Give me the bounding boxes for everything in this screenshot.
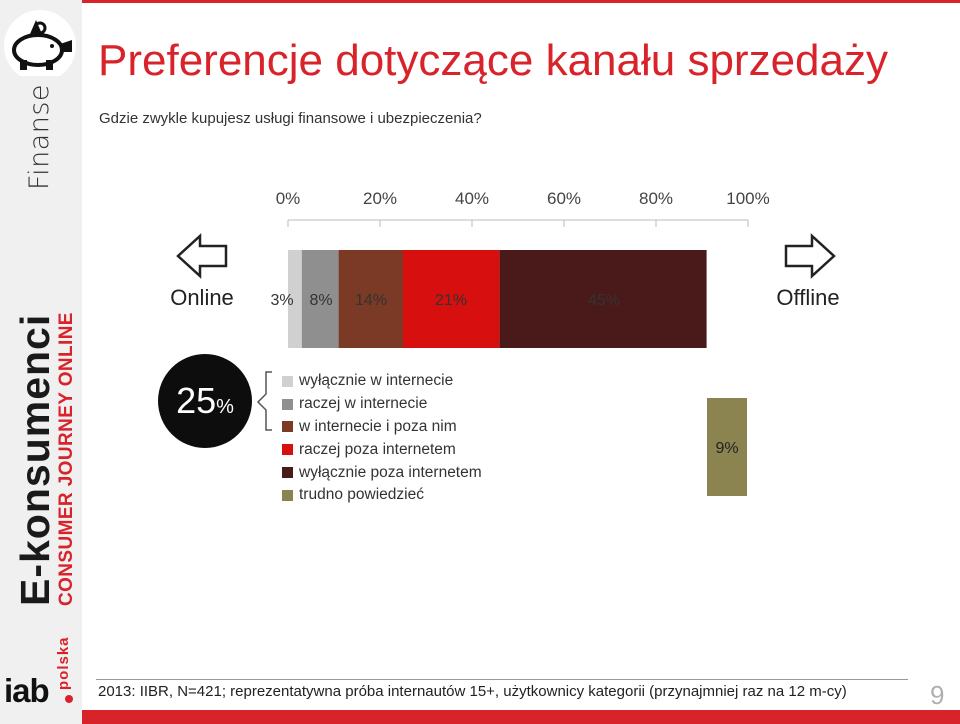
iab-logo-polska: polska	[55, 636, 72, 690]
piggy-bank-icon	[4, 10, 76, 76]
segment-value-label: 8%	[309, 292, 332, 309]
stacked-bar-chart: 0% 20% 40% 60% 80% 100% 3% 8% 14% 21% 45% 9% Onlin…	[170, 189, 840, 496]
survey-question: Gdzie zwykle kupujesz usługi finansowe i…	[99, 110, 482, 127]
footnote: 2013: IIBR, N=421; reprezentatywna próba…	[98, 683, 847, 700]
top-accent-line	[82, 0, 960, 3]
segment-value-label: 21%	[435, 292, 467, 309]
legend-item: trudno powiedzieć	[282, 484, 482, 507]
segment-value-label: 14%	[355, 292, 387, 309]
segment-value-label: 45%	[588, 292, 620, 309]
legend-label: trudno powiedzieć	[299, 486, 424, 504]
page-title: Preferencje dotyczące kanału sprzedaży	[98, 36, 888, 85]
legend-label: wyłącznie w internecie	[299, 372, 454, 390]
x-tick-label: 40%	[455, 189, 489, 208]
bar-segment	[403, 250, 500, 348]
legend-swatch	[282, 421, 293, 433]
offline-label: Offline	[776, 285, 839, 310]
offline-arrow-icon	[784, 233, 836, 279]
legend-bracket	[256, 371, 272, 431]
legend-swatch	[282, 489, 293, 501]
legend: wyłącznie w internecie raczej w interneci…	[282, 370, 482, 507]
bar-segment-unsure	[707, 398, 747, 496]
legend-item: raczej poza internetem	[282, 438, 482, 461]
online-share-badge: 25%	[158, 354, 252, 448]
legend-item: w internecie i poza nim	[282, 416, 482, 439]
footnote-divider	[96, 679, 908, 680]
bar-segment	[288, 250, 302, 348]
segment-labels: 3% 8% 14% 21% 45% 9%	[270, 292, 738, 457]
online-label: Online	[170, 285, 234, 310]
bar-segment	[499, 250, 707, 348]
legend-item: wyłącznie w internecie	[282, 370, 482, 393]
page-number: 9	[930, 680, 945, 710]
legend-item: wyłącznie poza internetem	[282, 461, 482, 484]
x-axis-ticks: 0% 20% 40% 60% 80% 100%	[276, 189, 770, 227]
x-tick-label: 0%	[276, 189, 301, 208]
badge-value: 25	[176, 380, 217, 421]
online-arrow-icon	[176, 233, 228, 279]
iab-logo-dot	[65, 695, 73, 703]
legend-item: raczej w internecie	[282, 393, 482, 416]
bar-segment	[338, 250, 403, 348]
x-tick-label: 60%	[547, 189, 581, 208]
bar-segment	[301, 250, 339, 348]
x-tick-label: 80%	[639, 189, 673, 208]
legend-swatch	[282, 398, 293, 410]
badge-unit: %	[216, 395, 234, 418]
bottom-accent-bar	[82, 710, 960, 724]
segment-value-label: 9%	[715, 440, 738, 457]
sidebar: Finanse E-konsumenci CONSUMER JOURNEY ON…	[0, 0, 82, 724]
bar-segments	[288, 250, 747, 496]
iab-logo: iab	[4, 672, 50, 709]
legend-swatch	[282, 444, 293, 456]
legend-label: raczej w internecie	[299, 395, 428, 413]
segment-value-label: 3%	[270, 292, 293, 309]
legend-label: raczej poza internetem	[299, 440, 456, 458]
x-tick-label: 100%	[726, 189, 769, 208]
legend-label: wyłącznie poza internetem	[299, 463, 482, 481]
legend-swatch	[282, 375, 293, 387]
legend-swatch	[282, 467, 293, 479]
x-tick-label: 20%	[363, 189, 397, 208]
legend-label: w internecie i poza nim	[299, 417, 457, 435]
